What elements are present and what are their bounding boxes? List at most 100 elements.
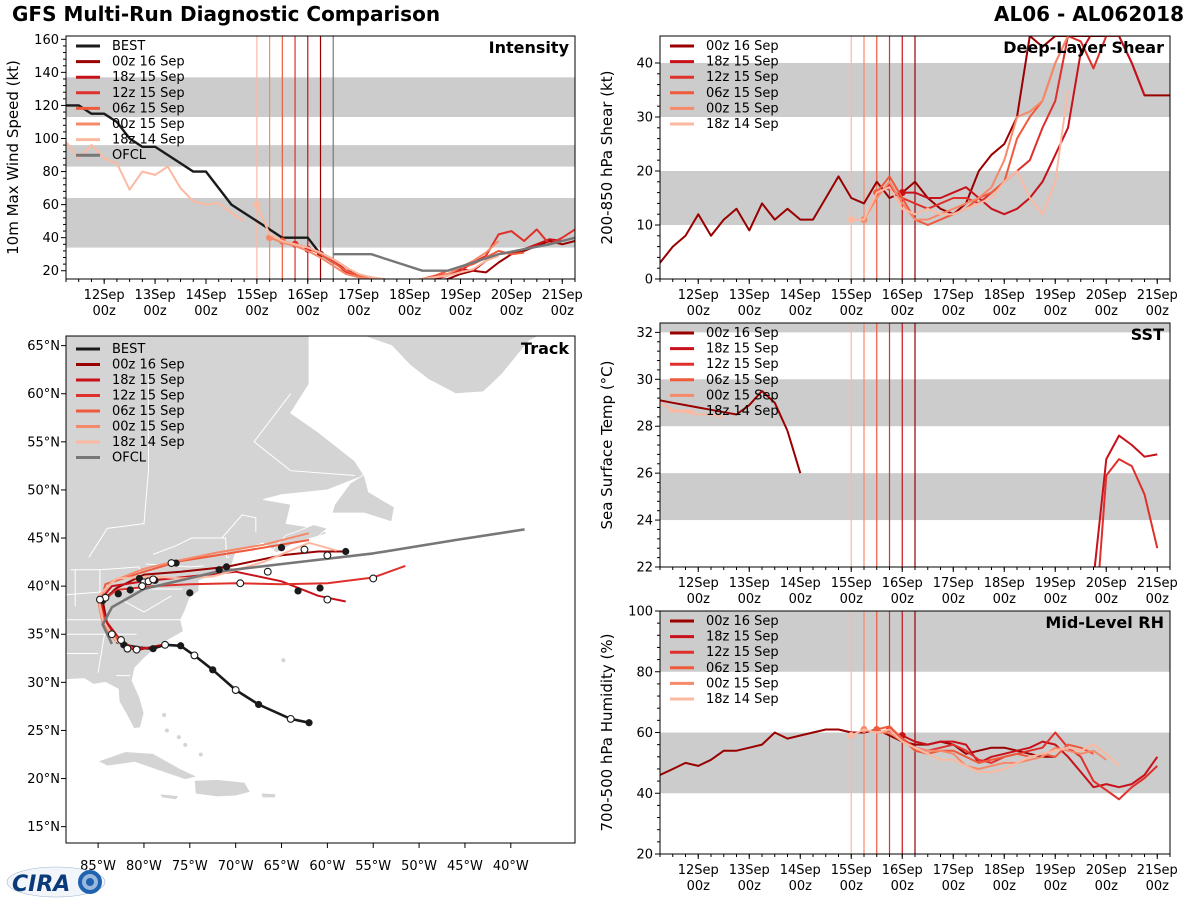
border-line	[253, 393, 355, 476]
x-tick-label: 00z	[194, 304, 218, 319]
track-point-hollow	[263, 567, 272, 576]
x-tick-label: 00z	[789, 592, 813, 607]
x-tick-label: 80°W	[126, 859, 162, 874]
border-line	[152, 514, 257, 555]
y-tick-label: 30	[636, 111, 653, 126]
x-tick-label: 15Sep	[236, 288, 277, 303]
track-point-hollow	[123, 644, 132, 653]
track-point-filled	[126, 586, 134, 594]
x-tick-label: 12Sep	[678, 576, 719, 591]
track-point-hollow	[286, 714, 295, 723]
track-point-hollow	[161, 640, 169, 649]
x-tick-label: 00z	[942, 592, 966, 607]
y-tick-label: 160	[34, 33, 59, 48]
x-tick-label: 20Sep	[491, 288, 532, 303]
legend-label: OFCL	[112, 148, 147, 163]
y-tick-label: 45°N	[27, 532, 60, 547]
x-tick-label: 18Sep	[984, 288, 1025, 303]
x-tick-label: 00z	[789, 879, 813, 894]
x-tick-label: 12Sep	[678, 288, 719, 303]
logo-text: CIRA	[12, 872, 70, 897]
y-tick-label: 25°N	[27, 724, 60, 739]
x-tick-label: 00z	[1146, 592, 1170, 607]
y-tick-label: 20	[636, 165, 653, 180]
legend-label: 00z 16 Sep	[112, 55, 185, 70]
track-point-hollow	[132, 645, 141, 654]
track-point-hollow	[323, 551, 332, 560]
y-tick-label: 65°N	[27, 339, 60, 354]
legend-label: 00z 15 Sep	[112, 117, 185, 132]
y-tick-label: 80	[636, 665, 653, 680]
plot-frame	[65, 335, 576, 844]
x-tick-label: 00z	[687, 879, 711, 894]
x-tick-label: 00z	[296, 304, 320, 319]
y-tick-label: 80	[42, 165, 59, 180]
x-tick-label: 00z	[891, 304, 915, 319]
x-tick-label: 21Sep	[542, 288, 583, 303]
x-tick-label: 21Sep	[1137, 576, 1178, 591]
series-18z-15-sep	[902, 36, 1146, 216]
y-axis-label: 10m Max Wind Speed (kt)	[4, 60, 22, 255]
legend-label: BEST	[112, 39, 145, 54]
x-tick-label: 15Sep	[831, 863, 872, 878]
x-tick-label: 16Sep	[882, 576, 923, 591]
x-tick-label: 16Sep	[882, 863, 923, 878]
x-tick-label: 75°W	[172, 859, 208, 874]
x-tick-label: 13Sep	[729, 576, 770, 591]
y-tick-label: 15°N	[27, 820, 60, 835]
y-tick-label: 60°N	[27, 387, 60, 402]
legend-label: 12z 15 Sep	[706, 70, 779, 85]
x-tick-label: 19Sep	[1035, 576, 1076, 591]
panel-title: Mid-Level RH	[1045, 613, 1164, 632]
series-group	[660, 36, 1170, 264]
newfoundland-land	[331, 473, 395, 523]
init-marker	[847, 216, 855, 224]
y-tick-label: 40	[636, 57, 653, 72]
y-axis-label: Sea Surface Temp (°C)	[598, 360, 616, 529]
x-tick-label: 60°W	[309, 859, 345, 874]
y-tick-label: 30	[636, 373, 653, 388]
x-tick-label: 00z	[1095, 879, 1119, 894]
track-point-filled	[149, 645, 157, 653]
y-tick-label: 26	[636, 467, 653, 482]
track-point-hollow	[167, 559, 176, 567]
x-tick-label: 00z	[942, 879, 966, 894]
legend-label: 00z 16 Sep	[706, 614, 779, 629]
x-tick-label: 19Sep	[1035, 288, 1076, 303]
legend-label: 18z 15 Sep	[706, 342, 779, 357]
y-tick-label: 40	[636, 787, 653, 802]
x-tick-label: 19Sep	[1035, 863, 1076, 878]
legend-label: BEST	[112, 342, 145, 357]
series-00z-16-sep-tail	[786, 430, 802, 474]
series-00z-16-sep	[660, 36, 1170, 264]
y-tick-label: 35°N	[27, 628, 60, 643]
x-tick-label: 00z	[347, 304, 371, 319]
x-tick-label: 12Sep	[678, 863, 719, 878]
x-tick-label: 21Sep	[1137, 288, 1178, 303]
legend-label: 00z 16 Sep	[112, 358, 185, 373]
x-tick-label: 00z	[789, 304, 813, 319]
x-tick-label: 17Sep	[933, 288, 974, 303]
legend-label: 18z 14 Sep	[706, 117, 779, 132]
series-18z-14-sep	[850, 728, 1120, 773]
track-point-hollow	[231, 686, 240, 694]
track-point-hollow	[369, 574, 378, 583]
x-tick-label: 13Sep	[729, 863, 770, 878]
legend-label: 06z 15 Sep	[112, 404, 185, 419]
panel-title: Intensity	[489, 38, 570, 57]
x-tick-label: 13Sep	[729, 288, 770, 303]
island	[183, 742, 188, 747]
series-00z-16-sep	[660, 390, 789, 432]
storm-id: AL06 - AL062018	[994, 2, 1184, 26]
panel-title: Deep-Layer Shear	[1003, 38, 1164, 57]
legend-label: 00z 16 Sep	[706, 326, 779, 341]
legend-label: 00z 16 Sep	[706, 39, 779, 54]
x-tick-label: 00z	[993, 592, 1017, 607]
x-tick-label: 00z	[1044, 879, 1068, 894]
island	[162, 713, 167, 718]
track-point-hollow	[300, 545, 309, 554]
x-tick-label: 00z	[840, 879, 864, 894]
init-marker	[618, 765, 625, 772]
legend-label: 18z 14 Sep	[706, 692, 779, 707]
legend-label: 06z 15 Sep	[706, 86, 779, 101]
